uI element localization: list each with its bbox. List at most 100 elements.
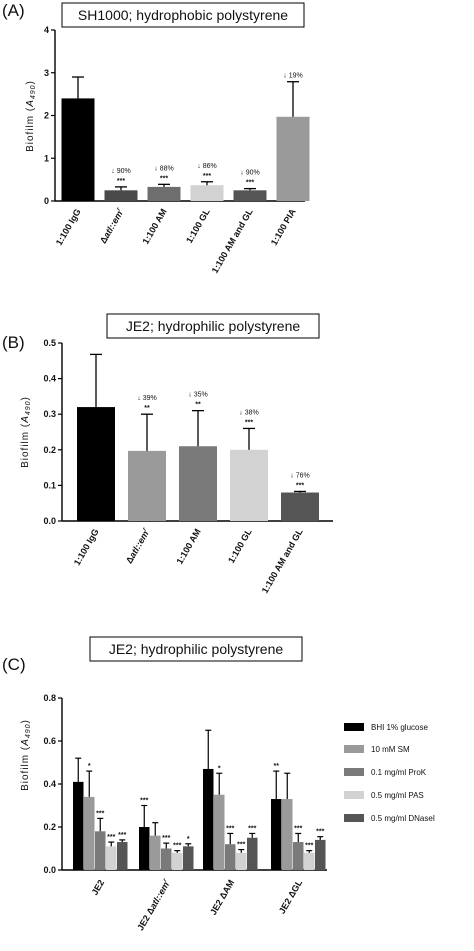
panel-c-y-tick-label: 0.2 (43, 822, 56, 832)
panel-a: (A) SH1000; hydrophobic polystyrene Biof… (2, 1, 310, 275)
panel-a-y-tick-label: 2 (44, 111, 49, 121)
panel-a-category-label: 1:100 AM (140, 207, 168, 246)
panel-b-bar (281, 492, 319, 521)
panel-c-significance-label: * (187, 836, 190, 843)
panel-c-bar (282, 799, 293, 870)
panel-c-significance-label: *** (173, 843, 181, 850)
panel-c-significance-label: *** (237, 842, 245, 849)
panel-c-legend-label: 0.1 mg/ml ProK (371, 768, 427, 777)
panel-c-bar (271, 799, 282, 870)
panel-b-reduction-label: ↓ 76% (290, 472, 309, 479)
panel-c-bar (315, 839, 326, 870)
panel-a-reduction-label: ↓ 19% (283, 73, 302, 80)
panel-a-bar (190, 185, 224, 201)
panel-c-legend-swatch (344, 814, 364, 822)
panel-a-significance-label: *** (246, 180, 254, 187)
panel-c-title: JE2; hydrophilic polystyrene (109, 641, 284, 657)
panel-c-bar (84, 796, 95, 870)
panel-c-y-axis-label: Biofilm (A490) (20, 719, 32, 791)
panel-c-y-tick-label: 0.6 (43, 736, 56, 746)
panel-a-reduction-label: ↓ 90% (111, 168, 130, 175)
panel-a-y-tick-label: 0 (44, 196, 49, 206)
panel-b: (B) JE2; hydrophilic polystyrene Biofilm… (2, 313, 333, 595)
panel-c-significance-label: * (88, 763, 91, 770)
panel-a-y-tick-label: 1 (44, 153, 49, 163)
panel-a-category-label: 1:100 IgG (54, 207, 83, 247)
panel-c-significance-label: *** (316, 829, 324, 836)
panel-a-reduction-label: ↓ 90% (240, 170, 259, 177)
panel-c-significance-label: *** (118, 832, 126, 839)
panel-c-legend-swatch (344, 791, 364, 799)
panel-b-bar (179, 446, 217, 521)
panel-a-y-tick-label: 4 (44, 25, 49, 35)
panel-a-significance-label: *** (117, 178, 125, 185)
panel-c-significance-label: *** (305, 843, 313, 850)
panel-b-y-tick-label: 0.1 (43, 480, 56, 490)
panel-b-bar (128, 450, 166, 521)
panel-b-reduction-label: ↓ 39% (137, 395, 156, 402)
panel-c-bar (304, 852, 315, 870)
panel-c-significance-label: *** (294, 825, 302, 832)
panel-a-bar (276, 116, 310, 201)
panel-b-y-tick-label: 0.4 (43, 374, 56, 384)
panel-c-legend-label: 0.5 mg/ml DNaseI (371, 814, 435, 823)
panel-c-y-tick-label: 0.0 (43, 865, 56, 875)
panel-b-title-box (106, 313, 320, 339)
panel-c-legend-swatch (344, 768, 364, 776)
panel-b-category-label: 1:100 AM and GL (260, 527, 305, 595)
panel-a-reduction-label: ↓ 86% (197, 163, 216, 170)
panel-a-significance-label: *** (160, 175, 168, 182)
panel-b-significance-label: ** (195, 402, 201, 409)
panel-a-bar (61, 98, 95, 201)
panel-a-significance-label: *** (203, 173, 211, 180)
panel-c-category-label: JE2 (90, 878, 107, 897)
panel-b-significance-label: *** (296, 482, 304, 489)
panel-c-significance-label: *** (140, 798, 148, 805)
panel-a-letter: (A) (2, 1, 25, 20)
panel-b-bar (77, 407, 115, 521)
panel-c-significance-label: *** (107, 834, 115, 841)
panel-b-letter: (B) (2, 333, 25, 352)
panel-b-reduction-label: ↓ 35% (188, 392, 207, 399)
panel-c-bar (172, 852, 183, 870)
panel-c-significance-label: ** (274, 763, 280, 770)
panel-c-significance-label: *** (162, 835, 170, 842)
panel-a-bar (147, 186, 181, 201)
panel-a-title-box (61, 2, 305, 28)
panel-b-bar (230, 449, 268, 521)
panel-b-y-tick-label: 0.5 (43, 338, 56, 348)
panel-c-bar (247, 837, 258, 870)
panel-c-bar (225, 844, 236, 870)
panel-b-y-tick-label: 0.2 (43, 445, 56, 455)
panel-c-legend-label: BHI 1% glucose (371, 723, 428, 732)
panel-c-significance-label: *** (248, 825, 256, 832)
panel-c-bar (214, 794, 225, 870)
panel-c-significance-label: *** (226, 825, 234, 832)
panel-c-legend-swatch (344, 745, 364, 753)
panel-c-legend-label: 10 mM SM (371, 745, 410, 754)
panel-c-bar (139, 827, 150, 870)
panel-b-category-label: 1:100 GL (226, 527, 254, 565)
panel-c: (C) JE2; hydrophilic polystyrene Biofilm… (2, 636, 435, 932)
panel-a-bar (104, 190, 138, 201)
panel-b-category-label: Δatl::emr (124, 526, 152, 565)
panel-c-title-box (89, 636, 303, 662)
panel-c-category-label: JE2 ΔAM (208, 878, 236, 917)
panel-a-reduction-label: ↓ 88% (154, 165, 173, 172)
panel-c-y-tick-label: 0.8 (43, 693, 56, 703)
panel-c-bar (95, 831, 106, 870)
panel-c-legend: BHI 1% glucose 10 mM SM 0.1 mg/ml ProK 0.5 … (344, 723, 435, 823)
panel-c-bar (236, 852, 247, 870)
panel-c-bar (117, 842, 128, 870)
panel-a-category-label: Δatl::emr (98, 206, 126, 245)
panel-c-category-label: JE2 ΔGL (277, 878, 305, 916)
panel-b-y-tick-label: 0.0 (43, 516, 56, 526)
panel-b-y-tick-label: 0.3 (43, 409, 56, 419)
panel-c-legend-label: 0.5 mg/ml PAS (371, 791, 424, 800)
panel-a-y-axis-label: Biofilm (A490) (25, 80, 37, 152)
panel-a-category-label: 1:100 PIA (269, 207, 298, 248)
panel-c-bar (106, 846, 117, 870)
panel-a-y-tick-label: 3 (44, 68, 49, 78)
panel-c-y-tick-label: 0.4 (43, 779, 56, 789)
